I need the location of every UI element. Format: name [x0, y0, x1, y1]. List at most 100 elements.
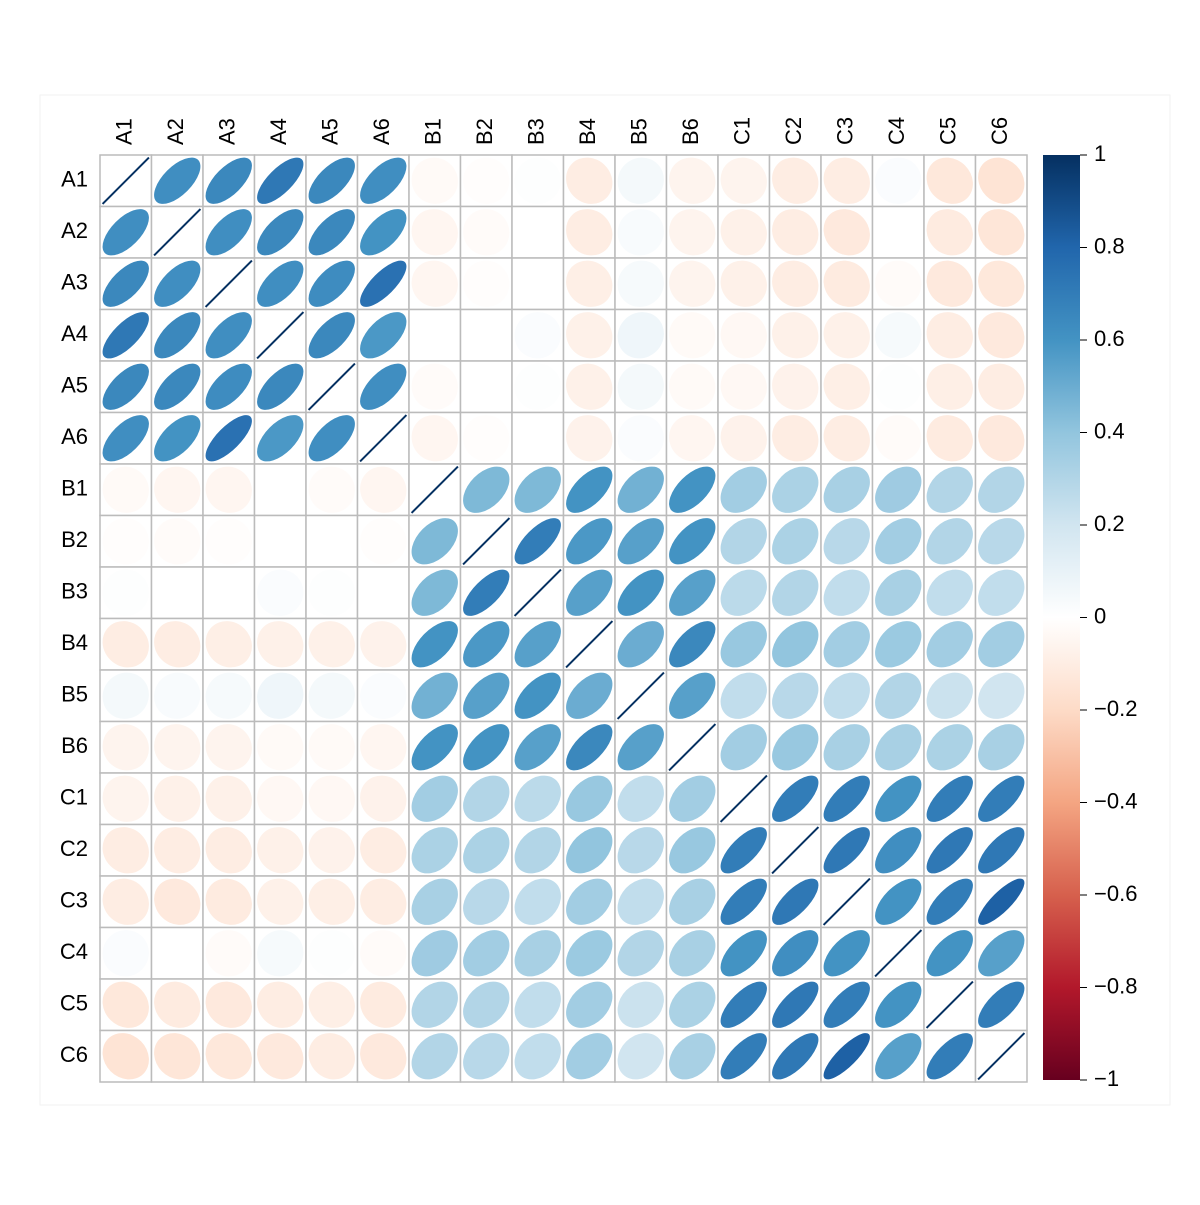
colorbar-tick-label: 0.4 [1094, 418, 1125, 443]
ellipse [102, 672, 149, 719]
ellipse [772, 209, 819, 256]
ellipse [566, 569, 613, 616]
ellipse [308, 415, 355, 462]
ellipse [257, 415, 304, 462]
ellipse [102, 363, 149, 410]
ellipse [257, 878, 304, 925]
ellipse [669, 775, 716, 822]
ellipse [669, 260, 716, 307]
ellipse [411, 312, 458, 359]
ellipse [257, 209, 304, 256]
ellipse [463, 466, 510, 513]
ellipse [102, 878, 149, 925]
ellipse [617, 466, 664, 513]
ellipse [978, 363, 1025, 410]
ellipse [257, 363, 304, 410]
ellipse [823, 724, 870, 771]
ellipse [772, 518, 819, 565]
ellipse [566, 775, 613, 822]
ellipse [720, 569, 767, 616]
ellipse [102, 415, 149, 462]
ellipse [668, 723, 717, 772]
column-label: A3 [215, 118, 240, 145]
ellipse [154, 157, 201, 204]
ellipse [205, 672, 252, 719]
column-label: A4 [266, 118, 291, 145]
ellipse [720, 878, 767, 925]
ellipse [720, 466, 767, 513]
ellipse [514, 415, 561, 462]
ellipse [566, 981, 613, 1028]
ellipse [978, 981, 1025, 1028]
ellipse [153, 208, 202, 257]
ellipse [926, 312, 973, 359]
ellipse [308, 518, 355, 565]
row-label: A2 [61, 218, 88, 243]
ellipse [360, 1033, 407, 1080]
ellipse [978, 621, 1025, 668]
ellipse [978, 775, 1025, 822]
ellipse [566, 312, 613, 359]
ellipse [411, 1033, 458, 1080]
ellipse [926, 363, 973, 410]
ellipse [257, 775, 304, 822]
ellipse [720, 209, 767, 256]
ellipse [360, 157, 407, 204]
ellipse [926, 415, 973, 462]
ellipse [772, 157, 819, 204]
row-label: A6 [61, 424, 88, 449]
ellipse [669, 981, 716, 1028]
ellipse [257, 981, 304, 1028]
ellipse [875, 415, 922, 462]
ellipse [205, 827, 252, 874]
ellipse [823, 569, 870, 616]
ellipse [771, 826, 820, 875]
ellipse [308, 981, 355, 1028]
ellipse [823, 672, 870, 719]
ellipse [154, 878, 201, 925]
ellipse [514, 878, 561, 925]
ellipse [308, 827, 355, 874]
colorbar-tick-label: −1 [1094, 1066, 1119, 1091]
ellipse [823, 981, 870, 1028]
row-label: C6 [60, 1042, 88, 1067]
colorbar-tick-label: −0.8 [1094, 973, 1137, 998]
ellipse [411, 157, 458, 204]
ellipse [822, 877, 871, 926]
row-label: C5 [60, 991, 88, 1016]
row-label: B1 [61, 476, 88, 501]
ellipse [875, 518, 922, 565]
ellipse [463, 672, 510, 719]
ellipse [772, 569, 819, 616]
ellipse [566, 260, 613, 307]
ellipse [875, 260, 922, 307]
ellipse [617, 209, 664, 256]
ellipse [978, 518, 1025, 565]
ellipse [514, 157, 561, 204]
ellipse [205, 157, 252, 204]
ellipse [669, 878, 716, 925]
ellipse [720, 260, 767, 307]
ellipse [926, 878, 973, 925]
ellipse [514, 621, 561, 668]
ellipse [102, 1033, 149, 1080]
ellipse [617, 569, 664, 616]
ellipse [617, 981, 664, 1028]
ellipse [205, 621, 252, 668]
ellipse [616, 671, 665, 720]
ellipse [978, 157, 1025, 204]
ellipse [823, 466, 870, 513]
ellipse [566, 518, 613, 565]
ellipse [926, 466, 973, 513]
ellipse [204, 259, 253, 308]
ellipse [926, 518, 973, 565]
ellipse [926, 672, 973, 719]
ellipse [617, 1033, 664, 1080]
ellipse [411, 260, 458, 307]
ellipse [102, 621, 149, 668]
ellipse [308, 930, 355, 977]
ellipse [514, 1033, 561, 1080]
ellipse [463, 415, 510, 462]
ellipse [463, 981, 510, 1028]
plot-frame [39, 94, 1171, 1106]
